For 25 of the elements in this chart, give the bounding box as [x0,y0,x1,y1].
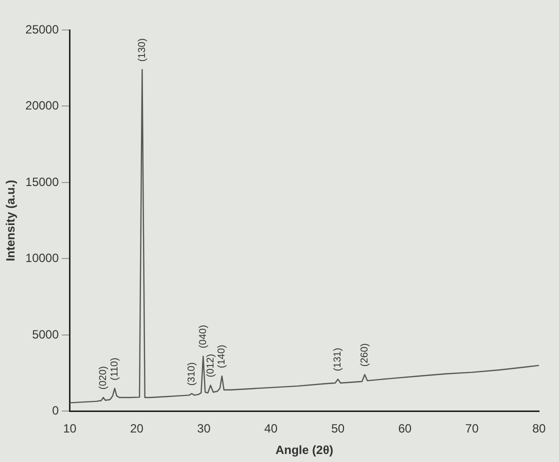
x-tick-label: 10 [63,422,77,436]
annotation: (131) [332,348,344,372]
y-tick-label: 15000 [25,174,60,189]
x-axis-title: Angle (2θ) [275,443,334,458]
annotation: (140) [216,344,228,368]
x-tick-label: 30 [197,422,211,436]
x-tick-label: 60 [398,422,412,436]
y-tick-label: 20000 [25,98,60,113]
x-tick-label: 80 [532,422,546,436]
annotation: (130) [136,38,148,62]
y-tick-label: 25000 [25,22,60,36]
annotation: (260) [359,343,370,367]
y-axis-title: Intensity (a.u.) [4,180,18,262]
x-tick-label: 70 [465,422,479,436]
x-tick-label: 20 [130,422,144,436]
annotation: (020) [98,366,110,390]
y-tick-label: 5000 [32,327,60,342]
y-tick-label: 10000 [25,251,60,266]
annotation: (110) [109,358,120,380]
x-tick-label: 50 [331,422,345,436]
annotation: (012) [205,354,216,378]
annotation: (040) [198,324,209,348]
annotation: (310) [186,362,198,386]
x-tick-label: 40 [264,422,278,436]
y-tick-label: 0 [52,404,60,418]
